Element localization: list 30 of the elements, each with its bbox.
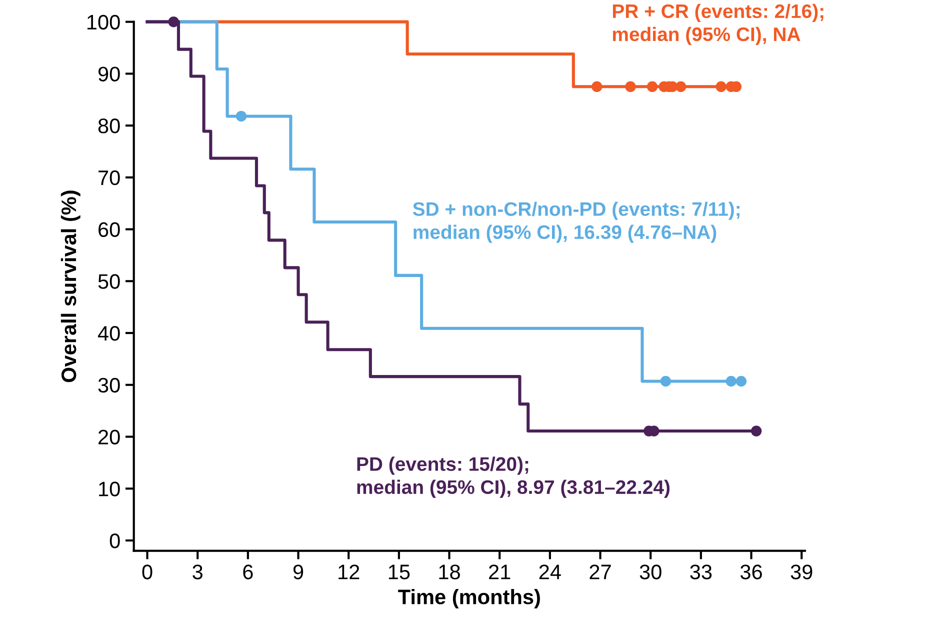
x-tick-label: 39	[790, 564, 812, 580]
y-tick-label: 10	[99, 482, 120, 496]
y-tick-label: 80	[98, 118, 120, 134]
y-tick-label: 30	[98, 378, 120, 393]
y-axis-title: Overall survival (%)	[60, 190, 80, 382]
text: PR + CR (events: 2/16); median (95% CI), NA	[612, 4, 824, 46]
y-tick-label: 70	[98, 170, 120, 186]
x-tick-label: 21	[489, 564, 510, 580]
x-tick-label: 27	[590, 564, 611, 580]
x-tick-label: 12	[338, 564, 360, 580]
y-tick-label: 90	[98, 66, 120, 82]
x-tick-label: 6	[243, 564, 253, 580]
x-tick-label: 24	[539, 564, 561, 580]
y-tick-label: 0	[110, 533, 120, 548]
x-tick-label: 30	[640, 564, 662, 580]
y-tick-label: 60	[98, 222, 120, 238]
x-tick-label: 15	[388, 564, 410, 580]
x-tick-label: 36	[740, 564, 762, 580]
x-tick-label: 9	[293, 564, 304, 580]
y-tick-label: 100	[87, 14, 120, 30]
y-tick-label: 40	[98, 326, 120, 341]
x-axis-title: Time (months)	[398, 589, 540, 608]
series-label: SD + non-CR/non-PD (events: 7/11); median (95% CI), 16.39 (4.76–NA)	[412, 202, 740, 243]
series-label: PD (events: 15/20); median (95% CI), 8.97 (3.81–22.24)	[357, 456, 670, 498]
x-tick-label: 3	[192, 564, 202, 580]
x-tick-label: 18	[439, 564, 460, 580]
y-tick-label: 20	[98, 430, 120, 444]
x-tick-label: 33	[690, 564, 712, 580]
y-tick-label: 50	[98, 274, 120, 289]
x-tick-label: 0	[142, 564, 152, 580]
